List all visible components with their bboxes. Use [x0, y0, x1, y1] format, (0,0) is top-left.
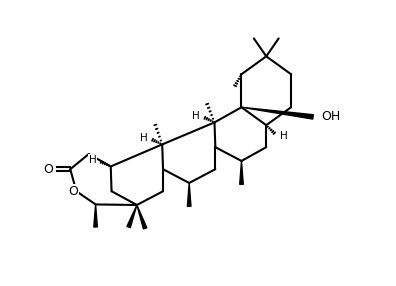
Polygon shape: [137, 205, 147, 229]
Polygon shape: [94, 204, 97, 227]
Polygon shape: [240, 161, 243, 184]
Polygon shape: [242, 107, 313, 119]
Polygon shape: [187, 183, 191, 206]
Text: O: O: [43, 163, 53, 176]
Text: H: H: [280, 131, 287, 141]
Text: H: H: [140, 132, 148, 142]
Text: O: O: [69, 185, 78, 198]
Polygon shape: [127, 205, 137, 228]
Text: H: H: [89, 154, 96, 164]
Text: OH: OH: [321, 110, 341, 123]
Text: H: H: [192, 110, 200, 120]
